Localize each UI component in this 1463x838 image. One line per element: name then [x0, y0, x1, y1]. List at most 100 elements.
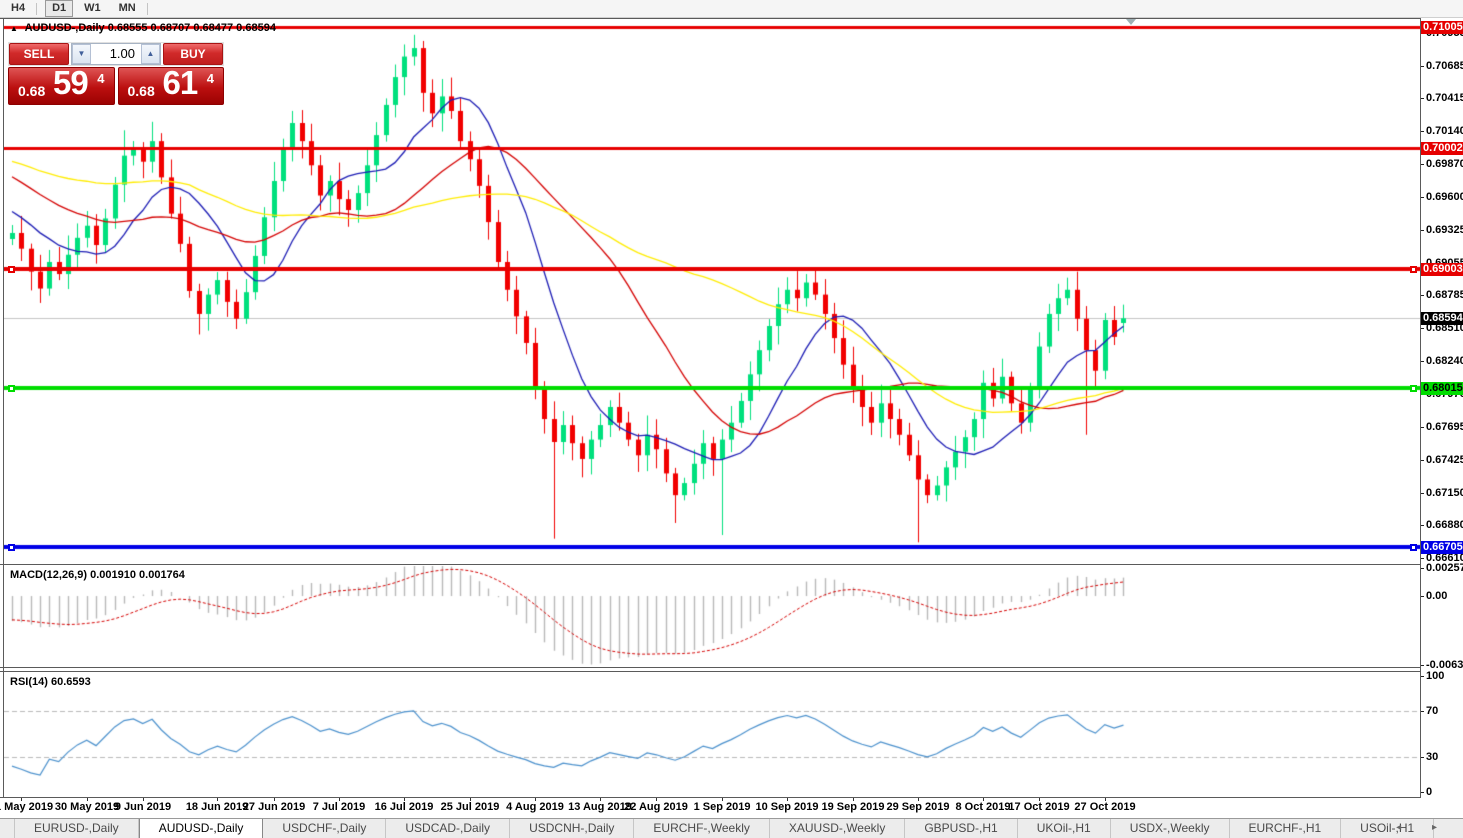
price-axis-label: 0.70685	[1426, 60, 1463, 72]
hline-drag-handle[interactable]	[1410, 266, 1417, 273]
chart-tab-eurchf-weekly[interactable]: EURCHF-,Weekly	[634, 819, 770, 838]
time-axis-tick	[143, 798, 144, 801]
price-axis-tick	[1421, 328, 1424, 329]
chart-tab-eurusd-daily[interactable]: EURUSD-,Daily	[14, 819, 139, 838]
price-axis-tick	[1421, 558, 1424, 559]
time-axis-tick	[600, 798, 601, 801]
macd-name: MACD(12,26,9)	[10, 569, 88, 581]
tab-scroll-arrows: ◂ ▸	[1396, 822, 1451, 833]
rsi-panel-top-border[interactable]	[0, 671, 1463, 672]
volume-decrease-button[interactable]: ▼	[72, 44, 91, 64]
time-axis-tick	[722, 798, 723, 801]
price-axis-label: 0.67425	[1426, 454, 1463, 466]
chart-shift-marker-icon[interactable]	[1126, 19, 1136, 25]
timeframe-button-d1[interactable]: D1	[45, 0, 74, 17]
time-axis-tick	[470, 798, 471, 801]
time-axis-label: 21 May 2019	[0, 801, 54, 813]
timeframe-toolbar: H4 D1 W1 MN	[0, 0, 1463, 18]
main-chart-canvas[interactable]	[4, 19, 1420, 564]
price-axis-label: 0.69600	[1426, 191, 1463, 203]
hline-drag-handle[interactable]	[8, 544, 15, 551]
price-axis-label: 0.69870	[1426, 158, 1463, 170]
hline-drag-handle[interactable]	[8, 266, 15, 273]
rsi-name: RSI(14)	[10, 676, 48, 688]
time-axis-label: 30 May 2019	[54, 801, 120, 813]
timeframe-button-h4[interactable]: H4	[11, 2, 26, 14]
time-axis-tick	[918, 798, 919, 801]
macd-axis-tick	[1421, 568, 1424, 569]
price-axis-label: 0.68785	[1426, 289, 1463, 301]
price-axis-label: 0.68240	[1426, 355, 1463, 367]
timeframe-button-w1[interactable]: W1	[84, 2, 101, 14]
sell-button[interactable]: SELL	[9, 43, 69, 65]
chart-title: ▲ AUDUSD-,Daily 0.68555 0.68707 0.68477 …	[10, 22, 276, 34]
chart-tab-xauusd-weekly[interactable]: XAUUSD-,Weekly	[770, 819, 906, 838]
rsi-headline: RSI(14) 60.6593	[10, 676, 91, 688]
price-axis-tick	[1421, 164, 1424, 165]
price-axis[interactable]: 0.709550.706850.704150.701400.698700.696…	[1421, 18, 1463, 798]
buy-button[interactable]: BUY	[163, 43, 223, 65]
rsi-axis-tick	[1421, 676, 1424, 677]
macd-indicator-canvas[interactable]	[4, 565, 1420, 667]
macd-panel-bottom-border[interactable]	[0, 667, 1463, 668]
price-axis-tick	[1421, 131, 1424, 132]
chart-tab-usdcad-daily[interactable]: USDCAD-,Daily	[386, 819, 511, 838]
price-axis-label: 0.69325	[1426, 224, 1463, 236]
one-click-trading-panel: SELL ▼ 1.00 ▲ BUY 0.68 59 4 0.68 61 4	[8, 42, 224, 105]
chart-tab-usdcnh-daily[interactable]: USDCNH-,Daily	[510, 819, 635, 838]
axis-separator[interactable]	[1420, 18, 1421, 798]
hline-drag-handle[interactable]	[1410, 544, 1417, 551]
volume-input[interactable]: 1.00	[109, 46, 135, 61]
timeframe-button-mn[interactable]: MN	[118, 2, 136, 14]
chart-tab-usoil-h1[interactable]: USOil-,H1	[1341, 819, 1435, 838]
macd-axis-tick	[1421, 596, 1424, 597]
bid-price-tag: 0.68594	[1421, 312, 1463, 325]
hline-price-tag[interactable]: 0.68015	[1421, 382, 1463, 395]
time-axis-label: 9 Jun 2019	[114, 801, 172, 813]
volume-increase-button[interactable]: ▲	[141, 44, 160, 64]
collapse-panel-icon[interactable]: ▲	[10, 24, 18, 33]
time-axis-tick	[87, 798, 88, 801]
time-axis-label: 16 Jul 2019	[374, 801, 434, 813]
chart-tab-audusd-daily[interactable]: AUDUSD-,Daily	[138, 819, 264, 838]
volume-spinner: ▼ 1.00 ▲	[71, 43, 161, 65]
hline-drag-handle[interactable]	[1410, 385, 1417, 392]
macd-panel-top-border[interactable]	[0, 564, 1463, 565]
price-axis-tick	[1421, 98, 1424, 99]
hline-price-tag[interactable]: 0.69003	[1421, 263, 1463, 276]
rsi-indicator-canvas[interactable]	[4, 672, 1420, 797]
chart-symbol-label: AUDUSD-,Daily	[24, 22, 105, 34]
time-axis-tick	[983, 798, 984, 801]
price-axis-tick	[1421, 295, 1424, 296]
time-axis-label: 27 Jun 2019	[242, 801, 306, 813]
chart-left-border	[3, 18, 4, 817]
rsi-axis-label: 0	[1426, 786, 1433, 798]
chart-tab-usdx-weekly[interactable]: USDX-,Weekly	[1111, 819, 1230, 838]
chart-tab-usdchf-daily[interactable]: USDCHF-,Daily	[263, 819, 387, 838]
macd-axis-label: 0.002574	[1426, 562, 1463, 574]
time-axis-label: 7 Jul 2019	[312, 801, 366, 813]
hline-price-tag[interactable]: 0.66705	[1421, 541, 1463, 554]
tab-scroll-left-icon[interactable]: ◂	[1396, 822, 1416, 833]
buy-price-pipette: 4	[206, 71, 214, 86]
buy-price-panel[interactable]: 0.68 61 4	[117, 64, 224, 105]
hline-price-tag[interactable]: 0.71005	[1421, 21, 1463, 34]
price-axis-label: 0.67695	[1426, 421, 1463, 433]
tab-scroll-right-icon[interactable]: ▸	[1431, 822, 1451, 833]
chart-tab-bar: EURUSD-,Daily AUDUSD-,Daily USDCHF-,Daily U…	[0, 818, 1463, 838]
time-axis-tick	[217, 798, 218, 801]
hline-price-tag[interactable]: 0.70002	[1421, 142, 1463, 155]
time-axis-tick	[656, 798, 657, 801]
time-axis-label: 1 Sep 2019	[693, 801, 751, 813]
chart-tab-ukoil-h1[interactable]: UKOil-,H1	[1018, 819, 1111, 838]
price-axis-tick	[1421, 427, 1424, 428]
time-axis-tick	[1039, 798, 1040, 801]
hline-drag-handle[interactable]	[8, 385, 15, 392]
chart-top-border	[0, 18, 1463, 19]
chart-tab-gbpusd-h1[interactable]: GBPUSD-,H1	[905, 819, 1018, 838]
time-axis-label: 17 Oct 2019	[1008, 801, 1070, 813]
sell-price-panel[interactable]: 0.68 59 4	[8, 64, 115, 105]
chart-tab-eurchf-h1[interactable]: EURCHF-,H1	[1230, 819, 1342, 838]
